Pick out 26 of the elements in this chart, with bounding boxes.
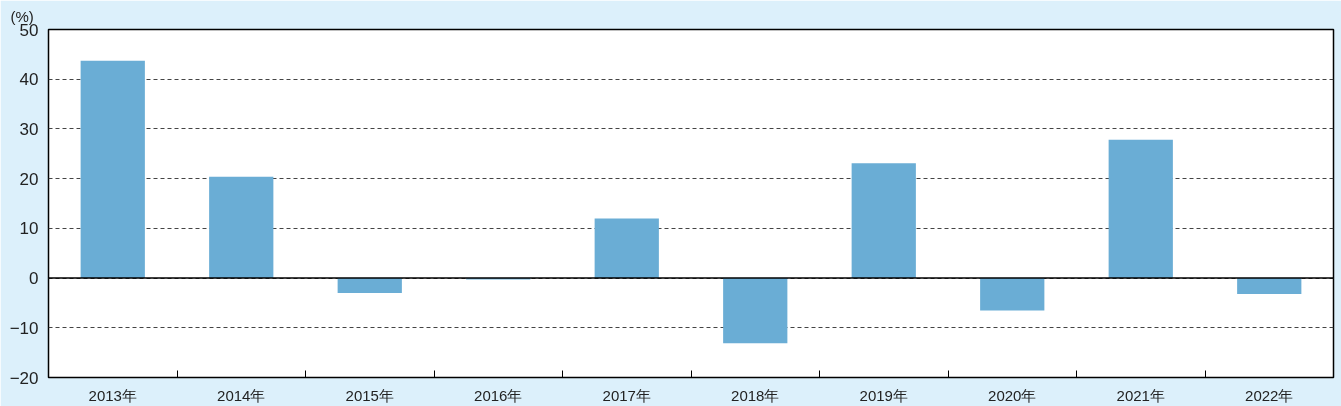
y-tick-label: 0 [29, 269, 39, 289]
bar [1108, 139, 1173, 279]
bar [594, 218, 659, 279]
y-tick-label: 20 [19, 169, 39, 189]
bar [851, 163, 916, 279]
bar [723, 278, 788, 344]
bar [980, 278, 1045, 311]
x-tick-label: 2020年 [988, 386, 1037, 404]
x-tick-label: 2022年 [1245, 386, 1294, 404]
y-tick-label: −20 [9, 368, 39, 388]
bar [209, 176, 274, 279]
x-tick-label: 2018年 [731, 386, 780, 404]
x-tick-label: 2013年 [88, 386, 137, 404]
y-tick-label: 10 [19, 219, 39, 239]
x-tick-label: 2016年 [474, 386, 523, 404]
x-tick-label: 2017年 [602, 386, 651, 404]
y-tick-label: 30 [19, 119, 39, 139]
bar [1237, 278, 1302, 294]
x-tick-label: 2014年 [217, 386, 266, 404]
bar [337, 278, 402, 293]
bar [80, 60, 145, 279]
y-tick-label: −10 [9, 318, 39, 338]
x-tick-label: 2019年 [859, 386, 908, 404]
y-tick-label: 40 [19, 70, 39, 90]
x-tick-label: 2021年 [1116, 386, 1165, 404]
x-tick-label: 2015年 [345, 386, 394, 404]
